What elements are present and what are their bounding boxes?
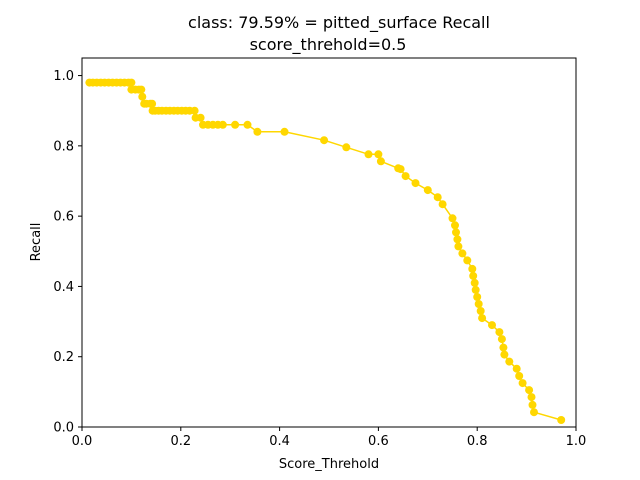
data-point xyxy=(253,127,262,136)
data-point xyxy=(497,335,506,344)
data-point xyxy=(458,249,467,258)
data-point xyxy=(196,113,205,122)
data-point xyxy=(473,293,482,301)
data-point xyxy=(470,278,479,287)
data-point xyxy=(518,379,527,388)
y-tick-label: 0.0 xyxy=(53,421,74,436)
data-point xyxy=(138,92,147,101)
data-point xyxy=(469,271,478,280)
data-point xyxy=(231,120,240,129)
y-axis-ticks: 0.0 0.2 0.4 0.6 0.8 1.0 xyxy=(53,69,82,436)
y-tick-label: 1.0 xyxy=(53,69,74,84)
data-point xyxy=(137,85,146,94)
data-point xyxy=(451,221,459,230)
data-point xyxy=(478,314,487,323)
data-point xyxy=(476,307,485,315)
data-point xyxy=(364,150,373,159)
plot-area: 0.0 0.2 0.4 0.6 0.8 1.0 0.0 0.2 0.4 0.6 0.8 1.0 xyxy=(53,57,587,449)
data-point xyxy=(525,386,534,395)
axes-frame xyxy=(81,57,577,428)
x-tick-label: 1.0 xyxy=(566,434,587,449)
data-point xyxy=(218,120,227,129)
data-point xyxy=(448,214,457,223)
x-tick-label: 0.0 xyxy=(72,434,93,449)
data-point xyxy=(374,150,383,159)
data-point xyxy=(433,193,442,202)
chart-title-line1: class: 79.59% = pitted_surface Recall xyxy=(188,13,490,33)
data-point xyxy=(148,99,157,108)
data-point xyxy=(515,372,524,380)
data-point xyxy=(495,328,504,337)
data-point xyxy=(342,143,351,152)
data-point xyxy=(463,256,472,265)
y-tick-label: 0.4 xyxy=(53,280,74,295)
y-tick-label: 0.6 xyxy=(53,210,74,225)
data-point xyxy=(468,264,477,273)
data-point xyxy=(471,285,480,294)
y-axis-label: Recall xyxy=(29,223,44,262)
data-point xyxy=(320,136,329,145)
x-tick-label: 0.2 xyxy=(170,434,191,449)
y-tick-label: 0.8 xyxy=(53,139,74,154)
data-point xyxy=(438,200,447,209)
data-point xyxy=(452,228,460,237)
x-axis-label: Score_Threhold xyxy=(279,457,379,472)
chart-title-line2: score_threhold=0.5 xyxy=(250,35,407,55)
data-point xyxy=(528,400,537,409)
x-tick-label: 0.4 xyxy=(269,434,290,449)
data-point xyxy=(454,242,463,251)
data-point xyxy=(411,179,420,188)
data-point xyxy=(401,172,410,181)
data-point xyxy=(376,157,385,166)
data-point xyxy=(474,300,483,308)
data-point xyxy=(453,235,462,244)
y-tick-label: 0.2 xyxy=(53,350,74,365)
data-point xyxy=(190,106,199,115)
data-point xyxy=(499,343,508,352)
data-point xyxy=(280,127,289,136)
data-point xyxy=(396,165,405,174)
x-tick-label: 0.6 xyxy=(368,434,389,449)
series-layer xyxy=(85,78,566,424)
data-point xyxy=(512,364,521,373)
data-point xyxy=(243,120,252,129)
data-point xyxy=(527,393,536,402)
data-point xyxy=(505,357,514,366)
data-point xyxy=(530,408,538,417)
data-point xyxy=(557,416,566,424)
x-tick-label: 0.8 xyxy=(467,434,488,449)
data-point xyxy=(500,350,509,359)
x-axis-ticks: 0.0 0.2 0.4 0.6 0.8 1.0 xyxy=(72,427,587,449)
data-point xyxy=(423,186,432,195)
data-point xyxy=(488,321,496,330)
data-point xyxy=(127,78,136,87)
